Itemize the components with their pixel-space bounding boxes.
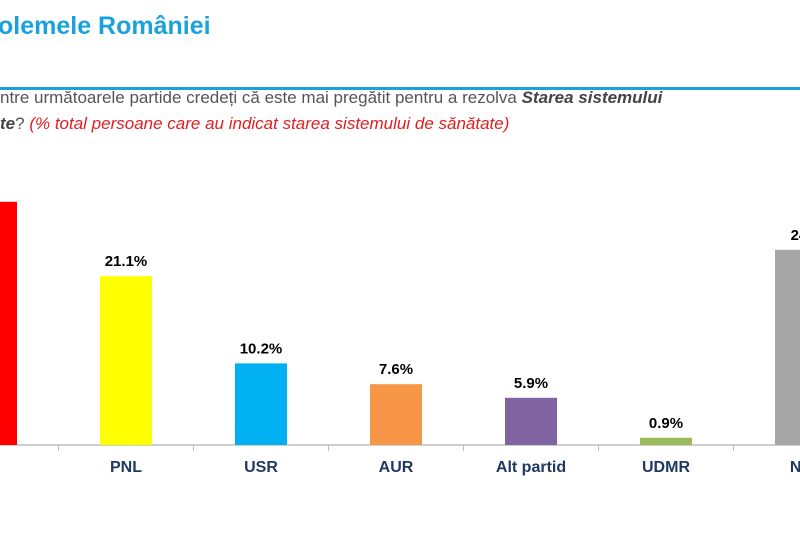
category-label: NS bbox=[790, 459, 800, 476]
title-divider bbox=[0, 87, 800, 90]
question-line-1: ntre următoarele partide credeți că este… bbox=[0, 88, 662, 108]
data-label: 7.6% bbox=[379, 361, 413, 378]
category-label: PNL bbox=[110, 459, 142, 476]
question-topic: Starea sistemului bbox=[521, 88, 663, 107]
data-label: 10.2% bbox=[240, 340, 283, 357]
bar-pnl bbox=[100, 276, 152, 445]
bar-usr bbox=[235, 363, 287, 445]
category-label: AUR bbox=[379, 459, 414, 476]
data-label: 24. bbox=[791, 227, 800, 244]
data-label: 5.9% bbox=[514, 375, 548, 392]
data-label: 21.1% bbox=[105, 253, 148, 270]
question-line-2: te? (% total persoane care au indicat st… bbox=[0, 114, 509, 134]
bar-alt-partid bbox=[505, 397, 557, 445]
bar-aur bbox=[370, 384, 422, 445]
bar-d bbox=[0, 201, 17, 445]
data-label: 0.9% bbox=[649, 415, 683, 432]
bar-ns bbox=[775, 249, 800, 445]
question-text: ntre următoarele partide credeți că este… bbox=[0, 88, 522, 107]
category-label: UDMR bbox=[642, 459, 690, 476]
category-label: USR bbox=[244, 459, 278, 476]
bar-udmr bbox=[640, 437, 692, 445]
question-mark: ? bbox=[15, 114, 25, 133]
question-note: (% total persoane care au indicat starea… bbox=[29, 114, 510, 133]
question-topic-end: te bbox=[0, 114, 16, 133]
category-label: Alt partid bbox=[496, 459, 566, 476]
page-title: olemele României bbox=[0, 12, 211, 40]
